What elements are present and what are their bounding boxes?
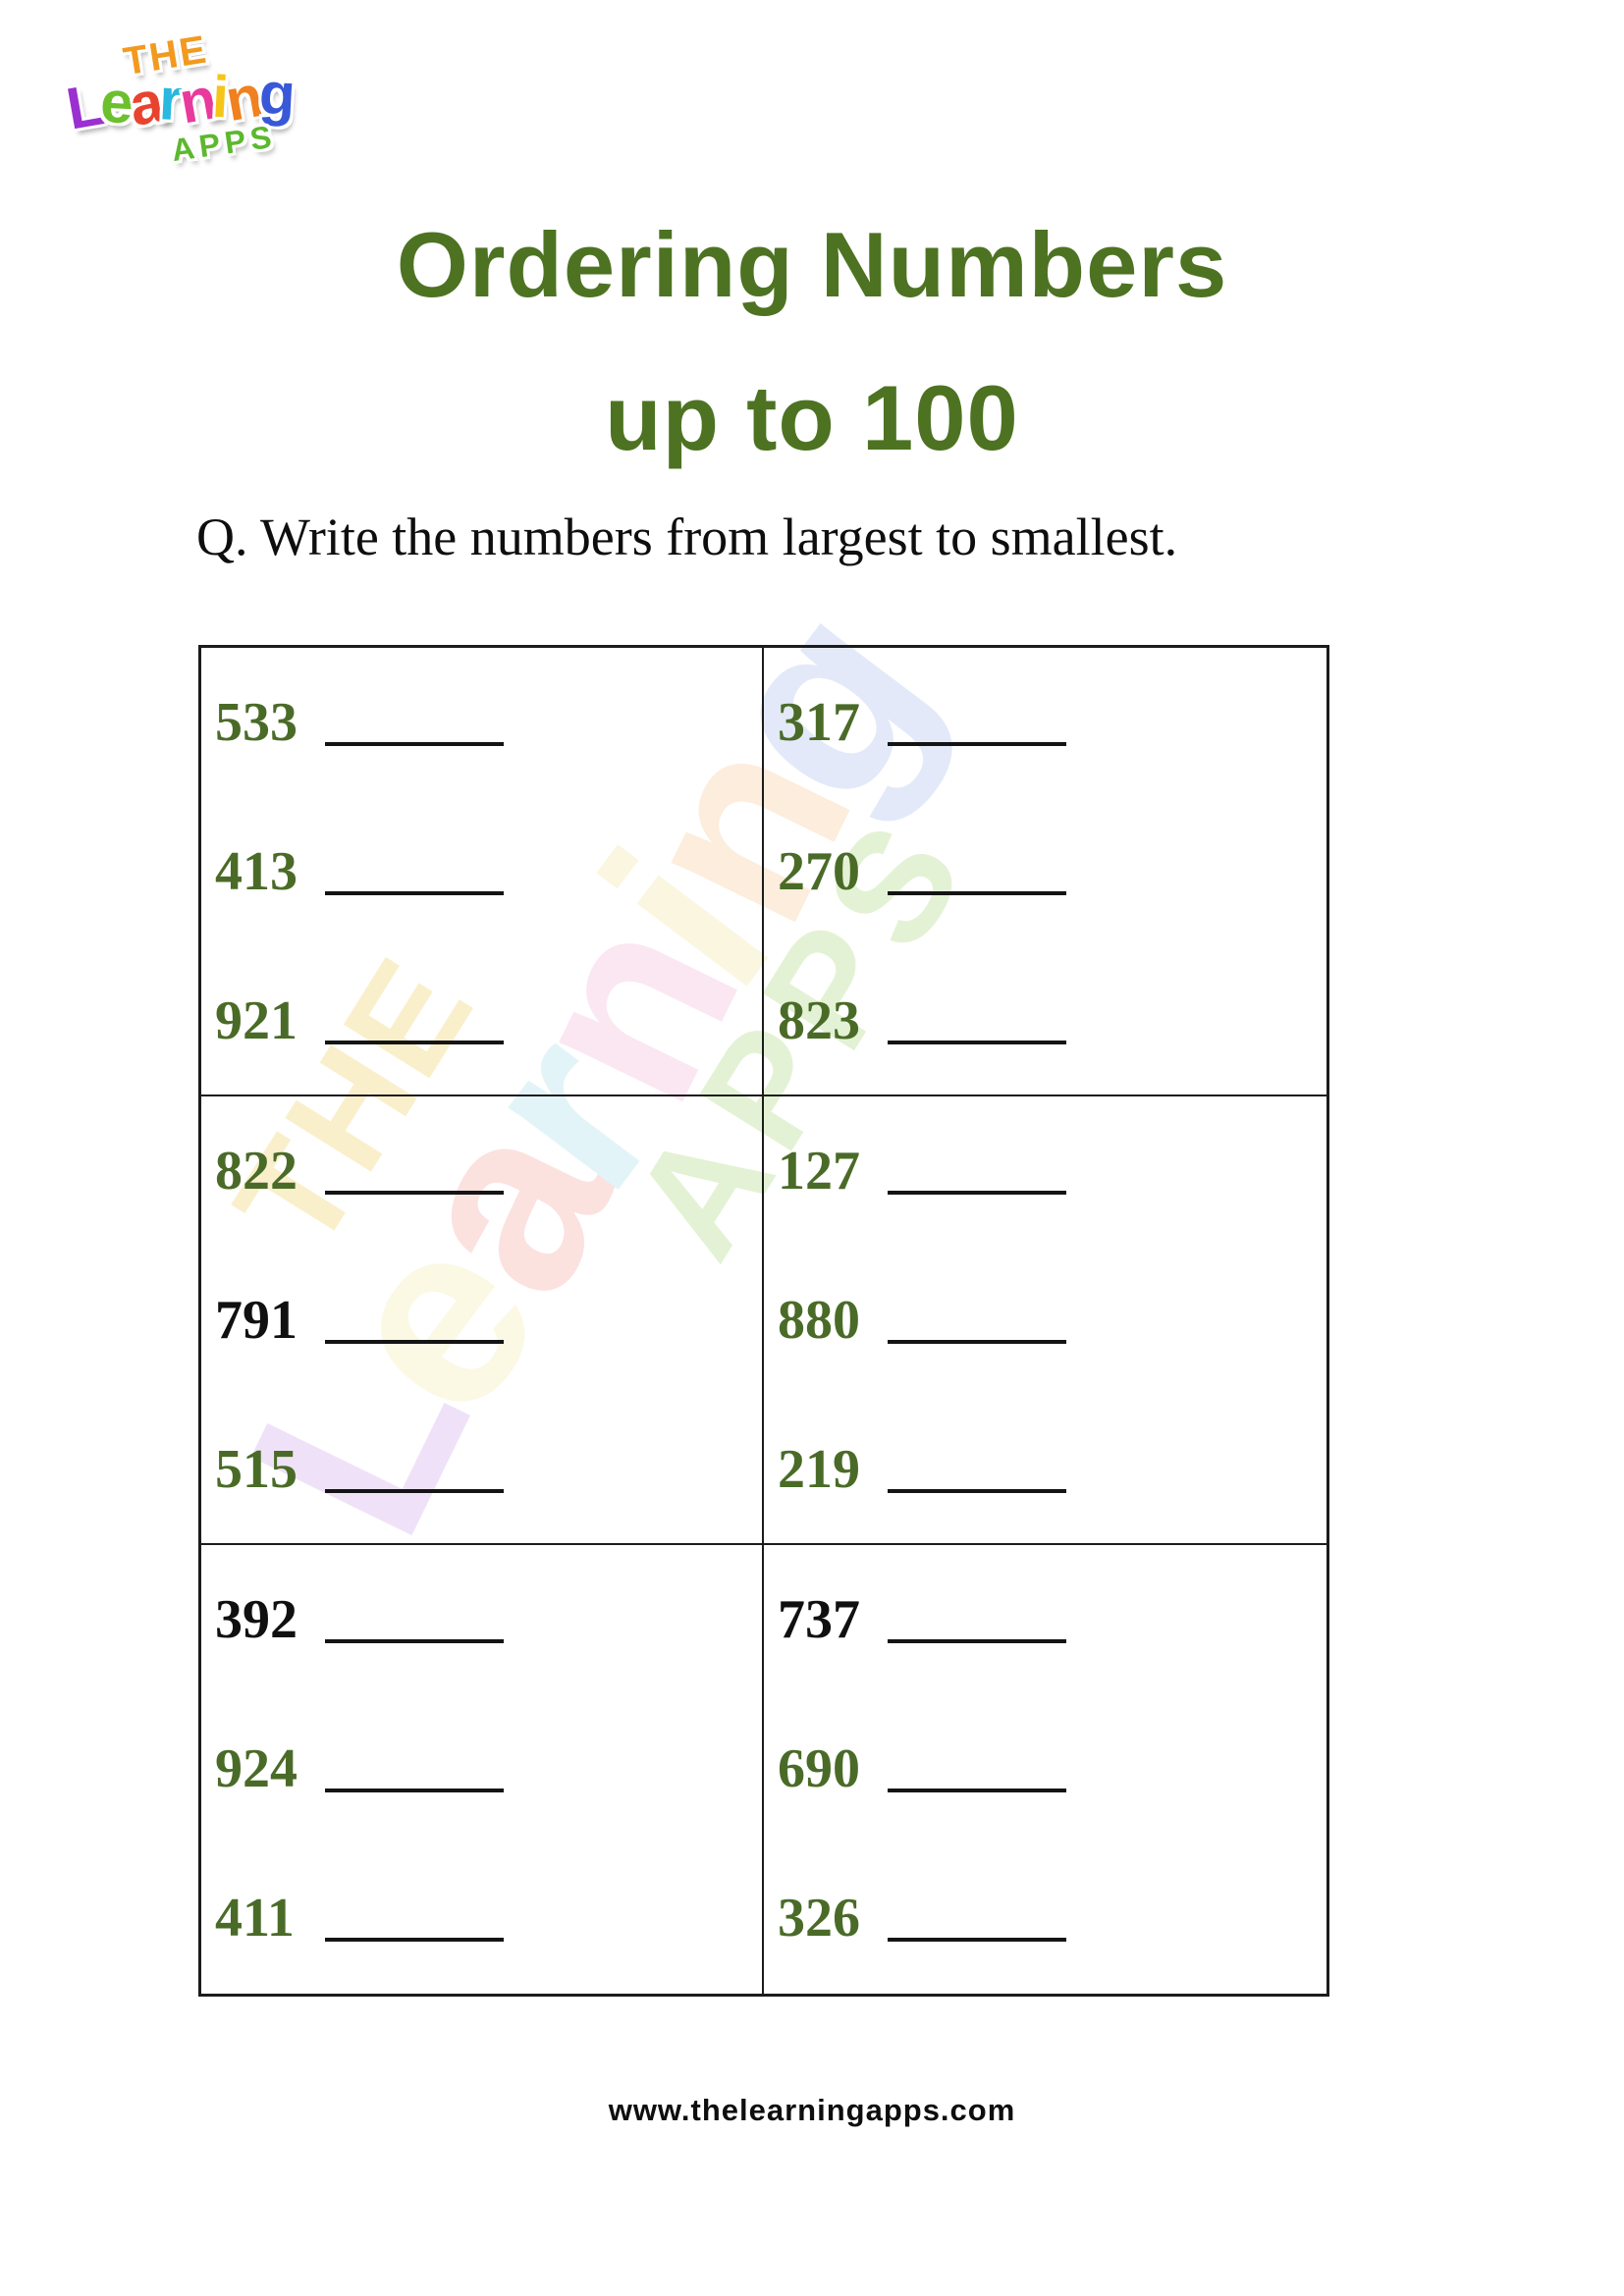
table-cell: 127 880 219 <box>764 1096 1326 1545</box>
number-label: 326 <box>778 1888 860 1949</box>
answer-blank-line <box>888 1191 1066 1195</box>
answer-blank-line <box>325 1938 504 1942</box>
answer-blank-line <box>325 742 504 746</box>
number-label: 270 <box>778 841 860 902</box>
number-label: 533 <box>215 692 298 753</box>
answer-blank-line <box>325 1191 504 1195</box>
answer-blank-line <box>325 1340 504 1344</box>
table-cell: 533 413 921 <box>201 648 764 1096</box>
number-entry: 392 <box>201 1545 762 1694</box>
table-cell: 317 270 823 <box>764 648 1326 1096</box>
number-label: 413 <box>215 841 298 902</box>
number-label: 791 <box>215 1290 298 1351</box>
answer-blank-line <box>888 1789 1066 1792</box>
number-entry: 270 <box>764 797 1326 946</box>
number-entry: 791 <box>201 1246 762 1395</box>
number-entry: 326 <box>764 1843 1326 1993</box>
number-entry: 921 <box>201 946 762 1095</box>
question-text: Q. Write the numbers from largest to sma… <box>196 507 1178 566</box>
number-entry: 690 <box>764 1694 1326 1843</box>
answer-blank-line <box>888 742 1066 746</box>
number-entry: 127 <box>764 1096 1326 1246</box>
page-subtitle: up to 100 <box>605 366 1019 469</box>
number-label: 219 <box>778 1439 860 1500</box>
number-label: 317 <box>778 692 860 753</box>
answer-blank-line <box>888 1340 1066 1344</box>
answer-blank-line <box>888 1639 1066 1643</box>
number-entry: 737 <box>764 1545 1326 1694</box>
answer-blank-line <box>325 1041 504 1044</box>
answer-blank-line <box>888 1041 1066 1044</box>
number-label: 921 <box>215 990 298 1051</box>
number-label: 924 <box>215 1738 298 1799</box>
number-label: 411 <box>215 1888 295 1949</box>
number-label: 690 <box>778 1738 860 1799</box>
number-entry: 924 <box>201 1694 762 1843</box>
page-title: Ordering Numbers <box>396 213 1228 316</box>
number-entry: 219 <box>764 1395 1326 1544</box>
number-label: 737 <box>778 1589 860 1650</box>
table-cell: 822 791 515 <box>201 1096 764 1545</box>
number-label: 392 <box>215 1589 298 1650</box>
number-label: 515 <box>215 1439 298 1500</box>
answer-blank-line <box>325 891 504 895</box>
table-cell: 737 690 326 <box>764 1545 1326 1994</box>
answer-blank-line <box>888 891 1066 895</box>
answer-blank-line <box>888 1938 1066 1942</box>
number-entry: 411 <box>201 1843 762 1993</box>
table-cell: 392 924 411 <box>201 1545 764 1994</box>
number-label: 822 <box>215 1141 298 1201</box>
learning-apps-logo: THE Learning APPS <box>62 20 375 173</box>
number-label: 127 <box>778 1141 860 1201</box>
number-entry: 413 <box>201 797 762 946</box>
number-label: 880 <box>778 1290 860 1351</box>
logo-letter: g <box>257 60 295 128</box>
answer-blank-line <box>325 1789 504 1792</box>
number-label: 823 <box>778 990 860 1051</box>
number-entry: 880 <box>764 1246 1326 1395</box>
number-entry: 823 <box>764 946 1326 1095</box>
number-entry: 317 <box>764 648 1326 797</box>
footer-url: www.thelearningapps.com <box>608 2093 1016 2127</box>
answer-blank-line <box>325 1489 504 1493</box>
answer-blank-line <box>325 1639 504 1643</box>
number-entry: 822 <box>201 1096 762 1246</box>
answers-table: 533 413 921 317 270 823 822 791 515 127 880 219 392 9… <box>198 645 1329 1997</box>
number-entry: 515 <box>201 1395 762 1544</box>
number-entry: 533 <box>201 648 762 797</box>
answer-blank-line <box>888 1489 1066 1493</box>
